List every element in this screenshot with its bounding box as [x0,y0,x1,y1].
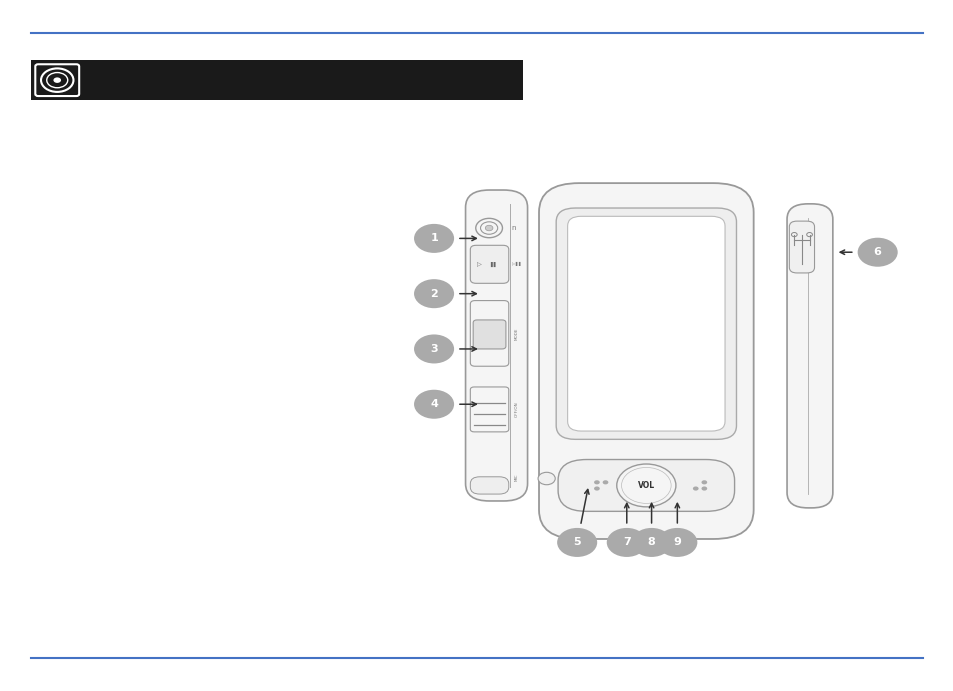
FancyBboxPatch shape [473,320,505,349]
Circle shape [631,528,671,557]
Circle shape [700,480,706,484]
Circle shape [414,279,454,308]
Text: MIC: MIC [514,473,517,480]
Text: 5: 5 [573,538,580,547]
Circle shape [594,480,599,484]
FancyBboxPatch shape [470,387,508,432]
Circle shape [657,528,697,557]
Text: 9: 9 [673,538,680,547]
Circle shape [857,238,897,267]
Text: 8: 8 [647,538,655,547]
Text: ▷▐▐: ▷▐▐ [511,263,520,266]
Circle shape [616,464,675,507]
Text: 6: 6 [873,247,881,257]
Text: 4: 4 [430,399,437,409]
Text: 7: 7 [622,538,630,547]
FancyBboxPatch shape [470,301,508,366]
FancyBboxPatch shape [788,221,814,273]
FancyBboxPatch shape [558,460,734,511]
Bar [31,60,522,100]
Circle shape [414,224,454,253]
Text: 1: 1 [430,234,437,243]
Circle shape [537,473,555,485]
Text: ▷: ▷ [476,262,481,267]
FancyBboxPatch shape [567,216,724,431]
Circle shape [557,528,597,557]
FancyBboxPatch shape [556,208,736,439]
Text: 2: 2 [430,289,437,299]
Circle shape [480,222,497,234]
Circle shape [602,480,608,484]
Text: ▐▐: ▐▐ [487,262,495,267]
Circle shape [594,486,599,491]
Circle shape [700,486,706,491]
Circle shape [414,334,454,363]
Circle shape [53,77,61,83]
Circle shape [414,390,454,419]
FancyBboxPatch shape [786,204,832,508]
Circle shape [606,528,646,557]
Text: MODE: MODE [514,327,517,340]
Text: n: n [511,225,516,231]
Text: 3: 3 [430,344,437,354]
FancyBboxPatch shape [538,183,753,539]
Text: OFF/ON: OFF/ON [514,401,517,417]
Text: VOL: VOL [638,481,654,490]
Circle shape [485,225,493,231]
Circle shape [692,486,698,491]
FancyBboxPatch shape [35,64,79,96]
FancyBboxPatch shape [470,245,508,283]
FancyBboxPatch shape [470,477,508,494]
FancyBboxPatch shape [465,190,527,501]
Circle shape [476,218,502,238]
